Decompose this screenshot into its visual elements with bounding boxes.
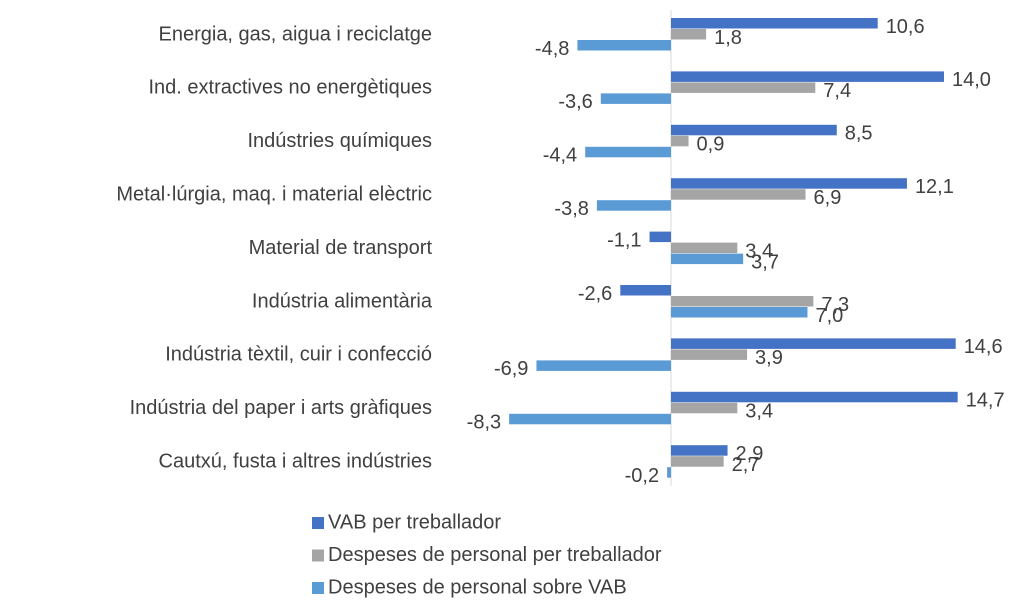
bar [596,200,671,211]
data-label: 10,6 [886,16,925,38]
bar [671,391,958,403]
category-label: Indústria tèxtil, cuir i confecció [165,344,432,366]
bar [536,360,671,371]
bar [671,456,724,467]
category-label: Metal·lúrgia, maq. i material elèctric [116,183,432,205]
legend-label: Despeses de personal per treballador [328,544,662,566]
category-label: Indústries químiques [247,130,432,152]
data-label: 3,9 [755,347,783,369]
data-label: 3,4 [745,240,773,262]
bar [671,135,689,147]
data-label: -4,4 [543,145,577,167]
category-label: Indústria alimentària [252,290,433,312]
bar [671,178,907,189]
bar [671,71,944,82]
data-label: 14,6 [964,336,1003,358]
data-label: -3,6 [558,91,592,113]
data-label: 1,8 [714,27,742,49]
bar [671,307,808,318]
bar [671,124,837,136]
bar [671,349,748,360]
bar [671,189,806,200]
data-label: -2,6 [578,283,612,305]
data-label: 3,4 [745,401,773,423]
bar [671,338,956,349]
data-label: -8,3 [467,412,501,434]
bar [671,445,728,456]
category-label: Ind. extractives no energètiques [148,77,432,99]
bar [667,467,671,478]
data-label: 12,1 [915,176,954,198]
bar [585,146,671,158]
data-label: 7,4 [823,80,851,102]
legend-swatch [312,517,324,529]
bar [671,253,744,265]
bar [671,18,878,29]
data-label: -0,2 [625,465,659,487]
bar [577,40,671,51]
bar [509,413,671,425]
category-label: Indústria del paper i arts gràfiques [130,397,432,419]
data-label: 2,7 [732,454,760,476]
data-label: 14,0 [952,69,991,91]
legend-label: Despeses de personal sobre VAB [328,576,627,598]
bar [671,82,816,93]
data-label: 2,9 [736,443,764,465]
data-label: -4,8 [535,38,569,60]
data-label: 8,5 [845,123,873,145]
data-label: 6,9 [814,187,842,209]
data-label: -3,8 [554,198,588,220]
data-label: -6,9 [494,358,528,380]
data-label: 0,9 [697,134,725,156]
bar [671,29,707,40]
data-label: 14,7 [966,390,1005,412]
category-label: Cautxú, fusta i altres indústries [159,450,432,472]
bar [671,296,814,307]
bar [671,402,738,414]
bar [671,242,738,254]
bar [600,93,671,104]
legend-label: VAB per treballador [328,511,501,533]
category-label: Energia, gas, aigua i reciclatge [159,23,433,45]
bar [620,285,671,296]
legend-swatch [312,582,324,594]
data-label: 3,7 [751,251,779,273]
data-label: -1,1 [607,229,641,251]
bar [649,231,671,243]
legend-swatch [312,549,324,562]
data-label: 7,0 [816,305,844,327]
category-label: Material de transport [249,237,433,259]
data-label: 7,3 [821,294,849,316]
